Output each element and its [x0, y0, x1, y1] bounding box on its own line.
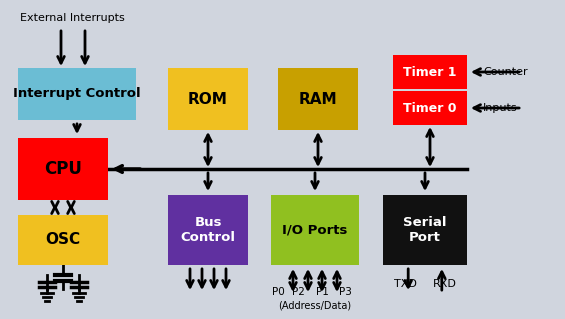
Text: I/O Ports: I/O Ports — [282, 224, 347, 236]
Text: RXD: RXD — [433, 279, 457, 289]
Bar — [18, 138, 108, 200]
Bar — [168, 195, 248, 265]
Text: P1: P1 — [316, 287, 328, 297]
Text: TXD: TXD — [394, 279, 416, 289]
Text: External Interrupts: External Interrupts — [20, 13, 124, 23]
Text: CPU: CPU — [44, 160, 82, 178]
Bar — [168, 68, 248, 130]
Text: ROM: ROM — [188, 92, 228, 107]
Text: Inputs: Inputs — [483, 103, 518, 113]
Text: OSC: OSC — [45, 233, 81, 248]
Bar — [18, 215, 108, 265]
Bar — [271, 195, 359, 265]
Bar — [393, 91, 467, 125]
Text: P3: P3 — [338, 287, 351, 297]
Text: P2: P2 — [292, 287, 305, 297]
Text: Timer 1: Timer 1 — [403, 65, 457, 78]
Text: Interrupt Control: Interrupt Control — [13, 87, 141, 100]
Text: Bus
Control: Bus Control — [180, 216, 236, 244]
Text: (Address/Data): (Address/Data) — [279, 300, 351, 310]
Bar — [393, 55, 467, 89]
Bar — [383, 195, 467, 265]
Text: RAM: RAM — [299, 92, 337, 107]
Text: Serial
Port: Serial Port — [403, 216, 447, 244]
Bar — [18, 68, 136, 120]
Text: Counter: Counter — [483, 67, 528, 77]
Bar — [278, 68, 358, 130]
Text: P0: P0 — [272, 287, 284, 297]
Text: Timer 0: Timer 0 — [403, 101, 457, 115]
